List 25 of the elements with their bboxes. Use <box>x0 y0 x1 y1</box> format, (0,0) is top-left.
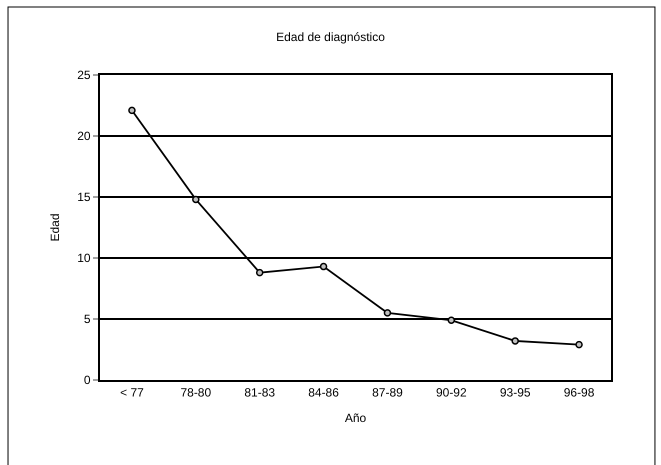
x-tick-label: 87-89 <box>372 385 404 400</box>
point <box>192 196 200 204</box>
x-tick-label: 84-86 <box>308 385 340 400</box>
x-tick-label: 93-95 <box>500 385 531 400</box>
chart-title: Edad de diagnóstico <box>276 30 386 44</box>
x-tick-label: 78-80 <box>180 385 212 400</box>
y-tick-label: 10 <box>77 251 91 266</box>
x-tick-label: 81-83 <box>244 385 276 400</box>
x-tick-label: 96-98 <box>564 385 595 400</box>
y-tick-label: 0 <box>84 373 91 388</box>
y-tick-label: 25 <box>77 68 91 82</box>
point <box>128 106 136 114</box>
y-tick-label: 15 <box>77 190 91 204</box>
x-tick-label: 90-92 <box>436 385 467 400</box>
point <box>448 316 456 324</box>
point <box>575 340 583 348</box>
point <box>320 262 328 270</box>
y-tick-label: 5 <box>84 312 91 326</box>
y-tick-label: 20 <box>77 129 91 144</box>
point <box>384 309 392 317</box>
point <box>511 337 519 345</box>
x-axis-title: Año <box>344 410 366 425</box>
x-tick-label: < 77 <box>120 385 144 400</box>
y-axis-title: Edad <box>48 213 62 242</box>
point <box>256 268 264 276</box>
